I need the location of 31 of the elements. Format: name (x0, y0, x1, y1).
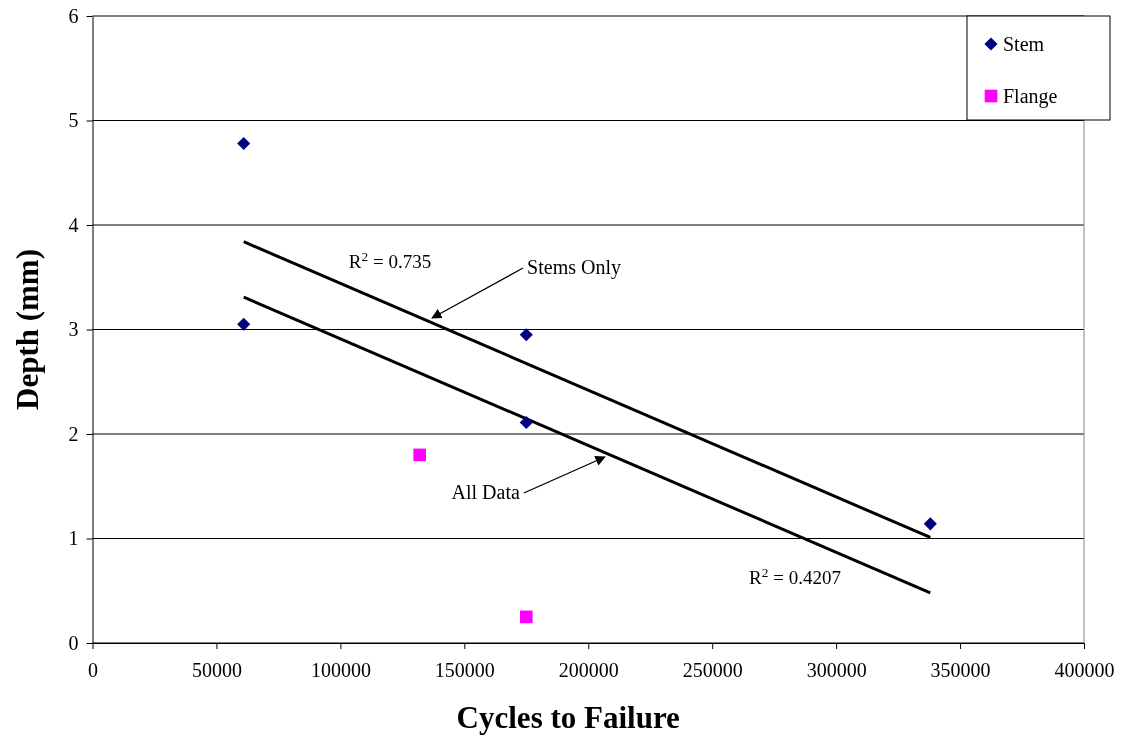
legend-label: Flange (1003, 85, 1058, 108)
point (519, 328, 533, 342)
y-tick-label: 6 (68, 4, 79, 27)
x-tick-label: 400000 (1054, 659, 1115, 682)
y-tick-label: 1 (68, 527, 79, 550)
x-tick-label: 300000 (806, 659, 867, 682)
annotation: R$^{2}$ = 0.4207 (749, 564, 841, 588)
y-tick-label: 3 (68, 318, 79, 341)
annotation: All Data (451, 480, 520, 503)
y-tick-label: 5 (68, 109, 79, 132)
x-tick-label: 250000 (682, 659, 743, 682)
point (923, 517, 937, 531)
x-tick-label: 100000 (310, 659, 371, 682)
x-axis-title: Cycles to Failure (456, 700, 680, 735)
y-tick-label: 2 (68, 422, 79, 445)
y-axis-title: Depth (mm) (10, 249, 45, 410)
annotation: Stems Only (527, 256, 621, 280)
point (519, 415, 533, 430)
x-tick-label: 50000 (191, 659, 242, 682)
y-tick-label: 4 (68, 213, 79, 236)
x-tick-label: 150000 (434, 659, 495, 682)
annotation: R$^{2}$ = 0.735 (348, 248, 432, 272)
y-tick-label: 0 (68, 631, 79, 654)
point (413, 448, 427, 462)
point (237, 136, 251, 151)
point (519, 610, 533, 624)
x-tick-label: 350000 (930, 659, 991, 682)
x-tick-label: 0 (88, 659, 98, 682)
point (237, 317, 251, 331)
legend-label: Stem (1003, 33, 1045, 55)
x-tick-label: 200000 (558, 659, 619, 682)
